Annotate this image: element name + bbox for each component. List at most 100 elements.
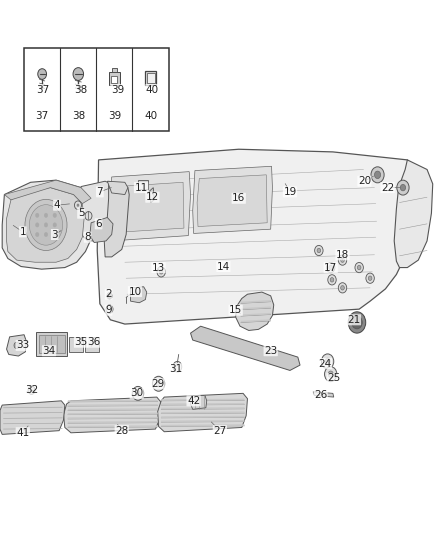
Circle shape xyxy=(136,391,140,396)
Polygon shape xyxy=(4,180,91,204)
Polygon shape xyxy=(131,287,147,303)
Polygon shape xyxy=(236,292,274,330)
Text: 9: 9 xyxy=(105,305,112,315)
Circle shape xyxy=(314,245,323,256)
Bar xyxy=(109,72,120,85)
Text: 41: 41 xyxy=(16,428,29,438)
Polygon shape xyxy=(161,420,244,422)
Text: 21: 21 xyxy=(347,315,360,325)
Circle shape xyxy=(341,286,344,290)
Circle shape xyxy=(25,199,67,251)
Polygon shape xyxy=(104,181,129,257)
Text: 7: 7 xyxy=(96,187,103,197)
Polygon shape xyxy=(68,425,158,427)
Circle shape xyxy=(173,361,182,372)
Text: 39: 39 xyxy=(108,111,121,120)
Circle shape xyxy=(159,270,163,274)
Text: 37: 37 xyxy=(35,111,49,120)
Text: 22: 22 xyxy=(381,183,394,192)
Circle shape xyxy=(325,358,330,365)
Text: 2: 2 xyxy=(105,289,112,299)
Circle shape xyxy=(156,381,161,387)
Bar xyxy=(138,180,148,189)
Polygon shape xyxy=(110,172,191,241)
Text: 4: 4 xyxy=(53,200,60,210)
Text: 42: 42 xyxy=(187,396,200,406)
Circle shape xyxy=(317,248,321,253)
Text: 31: 31 xyxy=(170,364,183,374)
Text: 18: 18 xyxy=(336,250,349,260)
Text: 10: 10 xyxy=(128,287,141,296)
Circle shape xyxy=(106,305,113,313)
Text: 33: 33 xyxy=(16,341,29,350)
Text: 39: 39 xyxy=(111,85,124,94)
Text: 16: 16 xyxy=(232,193,245,203)
Circle shape xyxy=(325,367,337,382)
Circle shape xyxy=(321,354,334,369)
Text: 20: 20 xyxy=(358,176,371,186)
Text: 32: 32 xyxy=(25,385,38,395)
Bar xyxy=(36,332,67,356)
Circle shape xyxy=(38,69,46,79)
Circle shape xyxy=(328,274,336,285)
Polygon shape xyxy=(68,421,158,423)
Circle shape xyxy=(132,386,144,400)
Polygon shape xyxy=(68,417,158,419)
Circle shape xyxy=(352,316,362,329)
Polygon shape xyxy=(241,319,271,322)
Text: 28: 28 xyxy=(115,426,128,435)
Circle shape xyxy=(371,167,384,183)
Text: 5: 5 xyxy=(78,208,85,218)
Text: 27: 27 xyxy=(213,426,226,435)
Text: 14: 14 xyxy=(217,262,230,271)
Polygon shape xyxy=(64,397,161,433)
Polygon shape xyxy=(115,182,184,232)
Polygon shape xyxy=(68,404,158,406)
Circle shape xyxy=(326,262,335,273)
Text: 15: 15 xyxy=(229,305,242,315)
Polygon shape xyxy=(161,424,244,426)
Polygon shape xyxy=(191,395,207,409)
Polygon shape xyxy=(161,403,244,405)
Bar xyxy=(112,68,117,72)
Circle shape xyxy=(74,201,81,209)
Circle shape xyxy=(355,262,364,273)
Circle shape xyxy=(338,282,347,293)
Circle shape xyxy=(73,68,84,80)
Circle shape xyxy=(44,232,48,237)
Circle shape xyxy=(28,386,35,394)
Circle shape xyxy=(14,342,19,349)
Circle shape xyxy=(338,255,347,265)
Polygon shape xyxy=(2,180,94,269)
Circle shape xyxy=(341,258,344,262)
Text: 25: 25 xyxy=(327,374,340,383)
Polygon shape xyxy=(90,217,113,243)
Bar xyxy=(111,76,117,83)
Circle shape xyxy=(77,204,79,207)
Polygon shape xyxy=(241,313,271,316)
Circle shape xyxy=(53,213,57,217)
Text: 38: 38 xyxy=(74,85,88,94)
Text: 30: 30 xyxy=(130,389,143,398)
Text: 35: 35 xyxy=(74,337,88,347)
Circle shape xyxy=(368,276,372,280)
Circle shape xyxy=(53,223,57,227)
Text: 29: 29 xyxy=(151,379,164,389)
Circle shape xyxy=(329,265,332,270)
Circle shape xyxy=(85,212,92,220)
Text: 36: 36 xyxy=(88,337,101,347)
Polygon shape xyxy=(197,175,267,227)
Text: 38: 38 xyxy=(72,111,85,120)
Circle shape xyxy=(397,180,409,195)
Bar xyxy=(39,335,65,353)
Bar xyxy=(69,337,83,352)
Polygon shape xyxy=(7,335,26,356)
Circle shape xyxy=(330,278,334,282)
Circle shape xyxy=(35,232,39,237)
Circle shape xyxy=(44,213,48,217)
Circle shape xyxy=(152,376,165,391)
Text: 13: 13 xyxy=(152,263,165,272)
Text: 17: 17 xyxy=(324,263,337,272)
Text: 1: 1 xyxy=(19,227,26,237)
Circle shape xyxy=(157,266,166,277)
